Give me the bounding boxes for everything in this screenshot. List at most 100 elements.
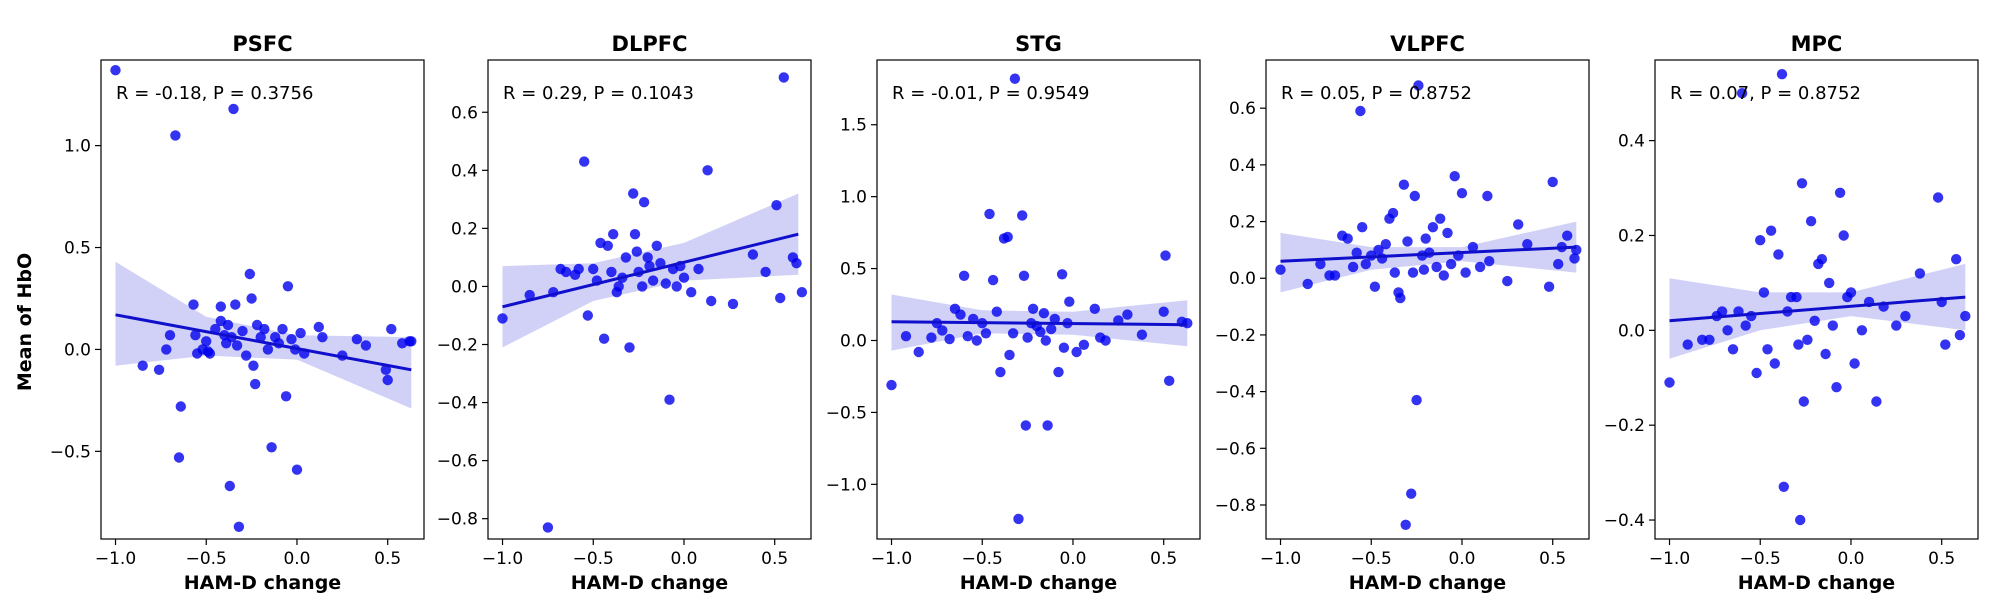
x-tick-label: −0.5 [186, 549, 227, 569]
data-point [1413, 80, 1424, 91]
data-point [1824, 277, 1835, 289]
y-tick-label: 0.0 [840, 331, 867, 351]
data-point [1136, 329, 1148, 340]
data-point [1954, 329, 1966, 341]
confidence-band [1669, 263, 1966, 359]
panel-stg: −1.0 −0.5 0.0 0.5 −1.0 −0.5 0.0 0.5 1.0 1.5 STG HAM… [826, 32, 1201, 594]
data-point [1449, 171, 1460, 182]
data-point [984, 208, 995, 220]
data-point [1089, 303, 1101, 314]
y-tick-label: 0.4 [1618, 132, 1645, 152]
data-point [317, 332, 328, 343]
data-point [1891, 320, 1902, 331]
data-point [1796, 178, 1808, 189]
data-point [1002, 231, 1013, 243]
data-point [313, 321, 324, 333]
x-tick-label: −0.5 [962, 549, 1003, 569]
data-point [1456, 188, 1468, 199]
panel-title: VLPFC [1390, 32, 1465, 56]
data-point [955, 309, 966, 320]
data-point [1406, 488, 1417, 499]
data-point [1360, 258, 1372, 270]
data-point [1042, 420, 1053, 431]
data-point [1418, 264, 1430, 275]
data-point [173, 452, 185, 463]
y-tick-label: 0.4 [1229, 156, 1256, 176]
data-point [1435, 213, 1446, 224]
data-point [1040, 335, 1052, 346]
data-point [1056, 269, 1068, 280]
data-point [164, 330, 176, 341]
x-tick-label: −0.5 [573, 549, 614, 569]
correlation-annotation: R = -0.01, P = 0.9549 [892, 83, 1089, 104]
y-tick-label: 0.4 [451, 161, 478, 181]
data-point [204, 348, 216, 359]
x-tick-label: −1.0 [1649, 549, 1690, 569]
data-point [246, 293, 257, 304]
x-axis-label: HAM-D change [1349, 572, 1506, 594]
data-point [582, 310, 593, 321]
data-point [250, 378, 261, 390]
data-point [1398, 179, 1410, 190]
y-tick-label: 0.0 [1229, 269, 1256, 289]
data-point [1805, 216, 1817, 227]
data-point [1355, 105, 1366, 117]
data-point [542, 522, 554, 533]
data-point [1407, 267, 1419, 278]
data-point [958, 270, 970, 281]
data-point [1834, 187, 1846, 198]
data-point [188, 299, 199, 310]
data-point [1502, 275, 1513, 287]
data-point [1442, 227, 1453, 239]
data-point [1816, 254, 1828, 265]
data-point [1018, 270, 1030, 281]
x-tick-label: −1.0 [95, 549, 136, 569]
panel-mpc: −1.0 −0.5 0.0 0.5 −0.4 −0.2 0.0 0.2 0.4 MPC HAM-D … [1604, 32, 1979, 594]
data-point [1122, 309, 1133, 320]
data-point [1445, 258, 1457, 270]
data-point [1727, 344, 1739, 355]
y-tick-label: −0.8 [1215, 496, 1256, 516]
panel-title: DLPFC [612, 32, 688, 56]
data-point [760, 266, 771, 278]
data-point [1773, 249, 1784, 260]
data-point [1046, 323, 1057, 335]
x-tick-label: 0.0 [1837, 549, 1864, 569]
data-point [161, 344, 172, 355]
data-point [1831, 382, 1842, 393]
data-point [1664, 377, 1675, 388]
data-point [588, 263, 599, 275]
data-point [1827, 320, 1839, 331]
data-point [747, 249, 759, 260]
data-point [1553, 258, 1564, 270]
data-point [624, 342, 635, 353]
data-point [137, 360, 148, 371]
data-point [647, 275, 659, 286]
data-point [706, 295, 717, 307]
y-tick-label: −0.6 [1215, 439, 1256, 459]
data-point [280, 391, 292, 402]
data-point [693, 263, 704, 275]
data-point [1682, 339, 1693, 350]
data-point [153, 364, 165, 375]
data-point [980, 328, 992, 339]
y-tick-label: 0.0 [1618, 321, 1645, 341]
data-point [1778, 481, 1790, 492]
data-point [1342, 233, 1353, 244]
correlation-annotation: R = 0.07, P = 0.8752 [1670, 83, 1861, 104]
data-point [671, 281, 682, 292]
data-point [380, 364, 392, 375]
data-point [937, 325, 948, 336]
data-point [259, 323, 270, 335]
data-point [1849, 358, 1860, 369]
data-point [791, 258, 802, 269]
data-point [1058, 342, 1070, 353]
y-tick-label: −0.4 [437, 394, 478, 414]
data-point [944, 333, 955, 345]
y-tick-label: −0.2 [1215, 326, 1256, 346]
y-tick-label: 0.2 [1229, 213, 1256, 233]
x-tick-label: −1.0 [1260, 549, 1301, 569]
y-tick-label: −0.5 [50, 442, 91, 462]
data-point [351, 334, 363, 345]
